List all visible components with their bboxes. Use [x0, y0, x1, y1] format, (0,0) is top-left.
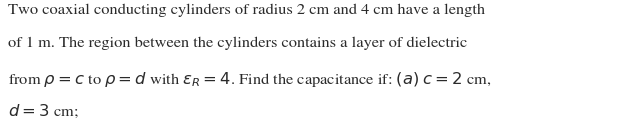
Text: $d = 3$ cm;: $d = 3$ cm; [8, 103, 79, 120]
Text: Two coaxial conducting cylinders of radius 2 cm and 4 cm have a length: Two coaxial conducting cylinders of radi… [8, 4, 485, 17]
Text: from $\rho = c$ to $\rho = d$ with $\epsilon_R = 4$. Find the capacitance if: $(: from $\rho = c$ to $\rho = d$ with $\eps… [8, 70, 491, 89]
Text: of 1 m. The region between the cylinders contains a layer of dielectric: of 1 m. The region between the cylinders… [8, 37, 467, 50]
